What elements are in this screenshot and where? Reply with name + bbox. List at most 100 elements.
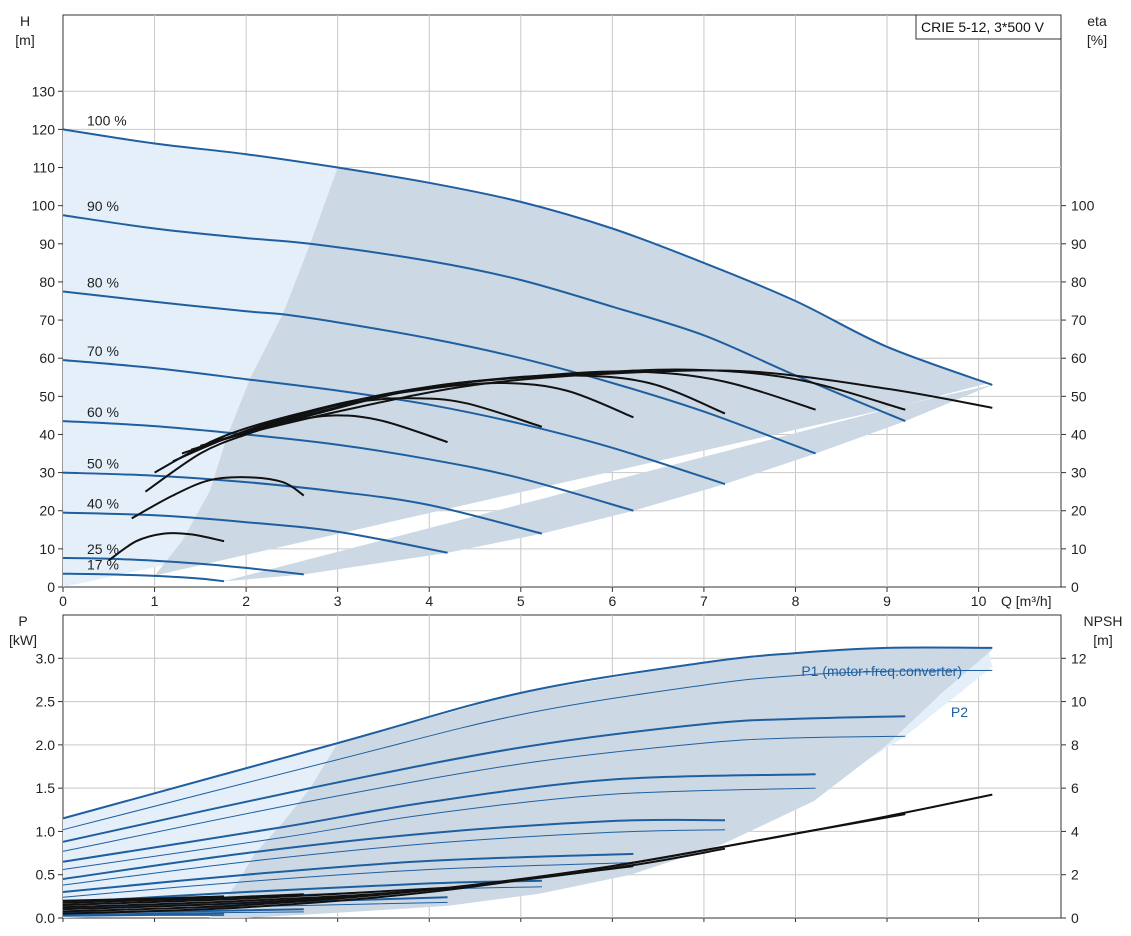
y-axis-title: H	[20, 13, 30, 29]
npsh-curves	[62, 793, 993, 915]
p2-curve	[62, 829, 726, 886]
y2-axis-title: NPSH	[1084, 613, 1123, 629]
speed-label: 25 %	[87, 541, 119, 557]
npsh-curve	[62, 886, 448, 906]
head-curve	[62, 420, 634, 512]
y-tick-label: 1.0	[36, 823, 56, 839]
model-label-box: CRIE 5-12, 3*500 V	[915, 14, 1062, 40]
head-panel: 0 1 2 3 4 5 6 7 8 9 100102030405060708090100110120…	[15, 13, 1107, 609]
y2-tick-label: 4	[1071, 823, 1079, 839]
p1-curve	[62, 912, 225, 917]
y2-tick-label: 12	[1071, 650, 1087, 666]
model-label: CRIE 5-12, 3*500 V	[921, 19, 1045, 35]
y-tick-label: 40	[39, 426, 55, 442]
y2-axis-unit: [%]	[1087, 32, 1107, 48]
power-panel: 0.0 0.5 1.0 1.5 2.0 2.5 3.0 0 2 4 6 8 10 12 P [kW] NPSH […	[9, 613, 1122, 926]
x-tick-label: 2	[242, 593, 250, 609]
p1-curve	[62, 715, 906, 843]
speed-label: 90 %	[87, 198, 119, 214]
y-tick-label: 0.5	[36, 867, 56, 883]
efficiency-curve	[200, 368, 906, 447]
y2-tick-label: 100	[1071, 198, 1095, 214]
x-tick-label: 1	[151, 593, 159, 609]
x-tick-label: 6	[608, 593, 616, 609]
efficiency-curves	[108, 368, 993, 562]
y-tick-label: 90	[39, 236, 55, 252]
x-tick-label: 10	[971, 593, 987, 609]
y2-tick-label: 0	[1071, 579, 1079, 595]
p1-series-label: P1 (motor+freq.converter)	[801, 663, 962, 679]
head-curve	[62, 557, 304, 576]
speed-label: 40 %	[87, 496, 119, 512]
y-tick-label: 0	[47, 579, 55, 595]
y2-tick-label: 60	[1071, 350, 1087, 366]
y2-tick-label: 20	[1071, 503, 1087, 519]
head-curve	[62, 572, 225, 583]
y-tick-label: 20	[39, 503, 55, 519]
x-tick-label: 9	[883, 593, 891, 609]
y2-tick-label: 50	[1071, 388, 1087, 404]
head-curve	[62, 471, 543, 535]
y-tick-label: 0.0	[36, 910, 56, 926]
speed-label: 60 %	[87, 404, 119, 420]
head-axes: 0 1 2 3 4 5 6 7 8 9 100102030405060708090100110120…	[15, 13, 1107, 609]
y-tick-label: 30	[39, 465, 55, 481]
head-curve	[62, 511, 448, 554]
y-tick-label: 120	[32, 121, 56, 137]
npsh-curve	[62, 895, 225, 902]
y2-tick-label: 40	[1071, 426, 1087, 442]
x-tick-label: 3	[334, 593, 342, 609]
y-tick-label: 130	[32, 83, 56, 99]
y2-tick-label: 2	[1071, 867, 1079, 883]
y-axis-unit: [m]	[15, 32, 34, 48]
x-tick-label: 0	[59, 593, 67, 609]
y-tick-label: 100	[32, 198, 56, 214]
speed-label: 70 %	[87, 343, 119, 359]
y2-tick-label: 6	[1071, 780, 1079, 796]
p1-curve	[62, 646, 993, 820]
p2-curve	[62, 911, 304, 915]
y-tick-label: 60	[39, 350, 55, 366]
x-tick-label: 4	[425, 593, 433, 609]
y-tick-label: 70	[39, 312, 55, 328]
power-range-region	[63, 647, 993, 918]
y2-tick-label: 30	[1071, 465, 1087, 481]
operating-range	[209, 647, 993, 918]
power-series-labels: P1 (motor+freq.converter) P2	[801, 663, 968, 720]
p2-series-label: P2	[951, 704, 968, 720]
power-curves	[62, 646, 993, 917]
efficiency-curve	[209, 369, 993, 444]
head-curve	[62, 214, 906, 423]
y2-axis-unit: [m]	[1093, 632, 1112, 648]
y2-tick-label: 10	[1071, 541, 1087, 557]
p2-curve	[62, 669, 993, 831]
model-label-frame	[915, 14, 1062, 40]
p2-curve	[62, 787, 816, 870]
x-axis-title: Q [m³/h]	[1001, 593, 1052, 609]
y-axis-title: P	[18, 613, 27, 629]
head-curve	[62, 290, 816, 455]
speed-label: 100 %	[87, 112, 127, 128]
p2-curve	[62, 735, 906, 852]
speed-label: 17 %	[87, 557, 119, 573]
y2-axis-title: eta	[1087, 13, 1107, 29]
power-axes: 0.0 0.5 1.0 1.5 2.0 2.5 3.0 0 2 4 6 8 10 12 P [kW] NPSH […	[9, 613, 1122, 926]
y-tick-label: 1.5	[36, 780, 56, 796]
head-curve	[62, 128, 993, 386]
speed-label: 50 %	[87, 456, 119, 472]
y-tick-label: 2.5	[36, 694, 56, 710]
y-tick-label: 50	[39, 388, 55, 404]
y2-tick-label: 0	[1071, 910, 1079, 926]
speed-labels: 100 % 90 % 80 % 70 % 60 % 50 % 40 % 25 %17 %	[87, 112, 127, 572]
npsh-curve	[62, 893, 304, 904]
y-axis-unit: [kW]	[9, 632, 37, 648]
y-tick-label: 80	[39, 274, 55, 290]
y2-tick-label: 90	[1071, 236, 1087, 252]
y2-tick-label: 70	[1071, 312, 1087, 328]
y2-tick-label: 80	[1071, 274, 1087, 290]
x-tick-label: 5	[517, 593, 525, 609]
y-tick-label: 2.0	[36, 737, 56, 753]
p2-curve	[62, 862, 634, 898]
y-tick-label: 3.0	[36, 650, 56, 666]
